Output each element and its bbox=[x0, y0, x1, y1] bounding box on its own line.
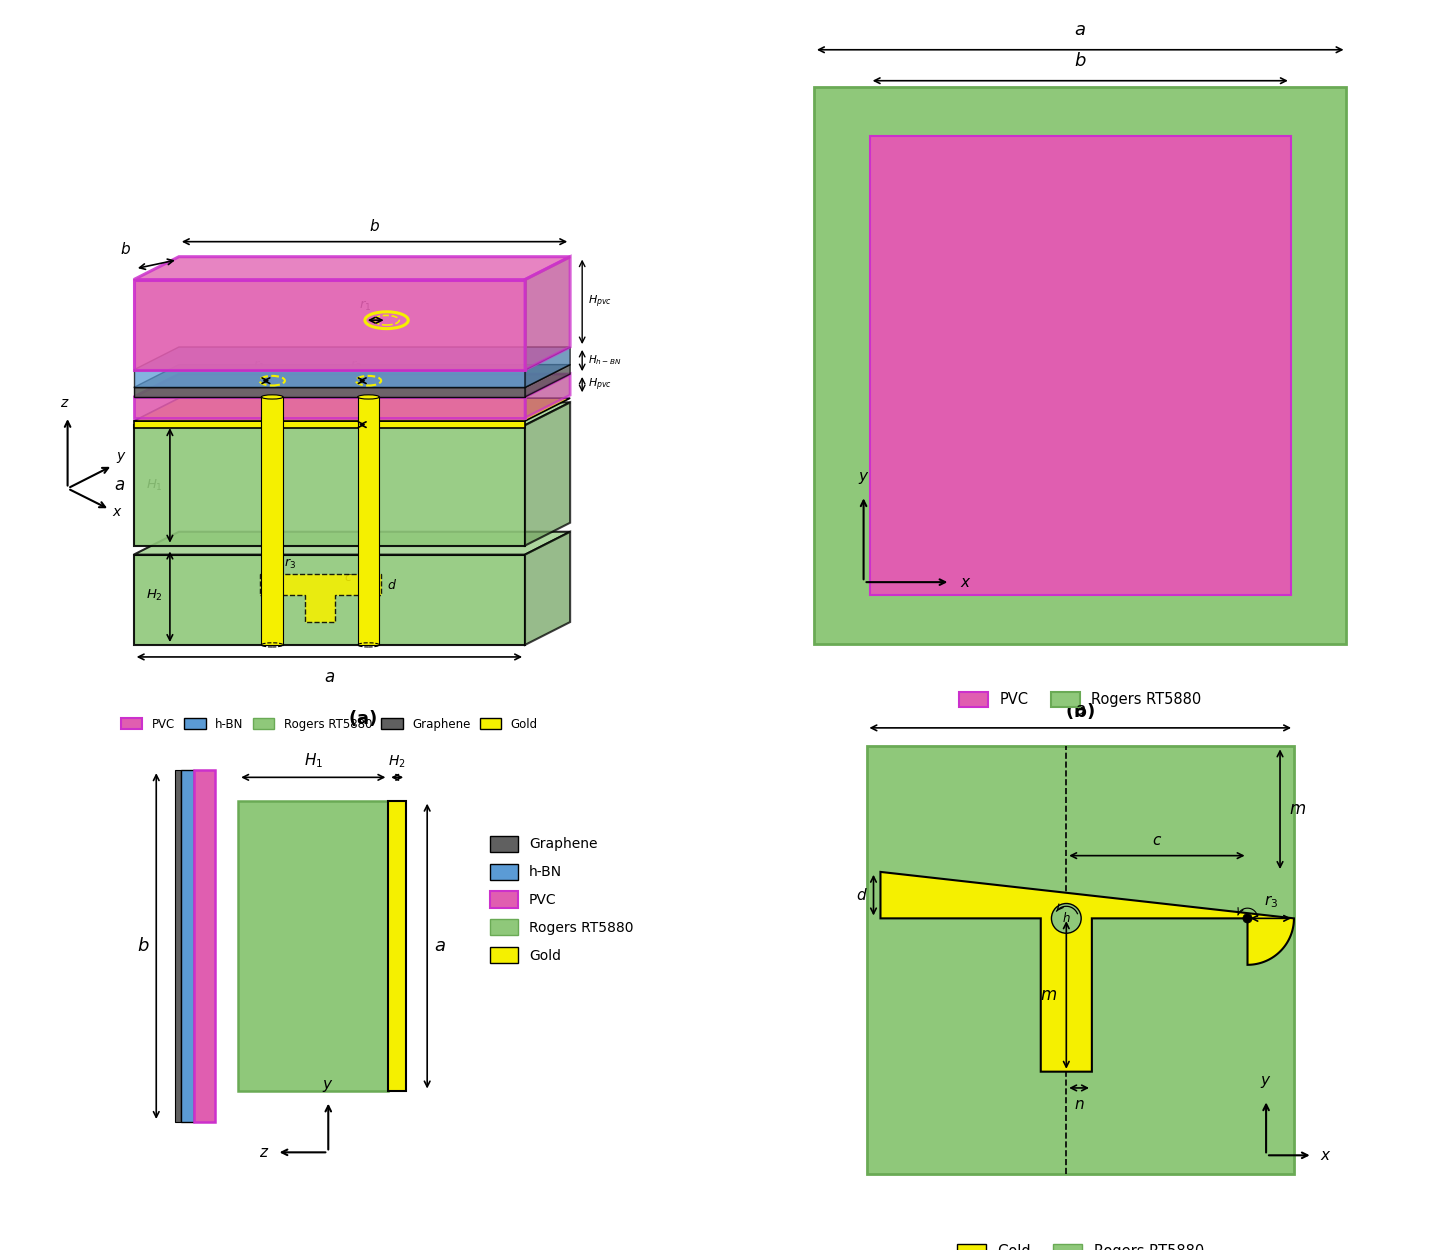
Text: $c$: $c$ bbox=[1151, 832, 1161, 848]
Text: $d$: $d$ bbox=[856, 888, 867, 904]
Text: $x$: $x$ bbox=[1320, 1148, 1331, 1162]
Text: $x$: $x$ bbox=[112, 505, 122, 519]
Text: $y$: $y$ bbox=[322, 1078, 334, 1094]
Text: $H_{h-BN}$: $H_{h-BN}$ bbox=[589, 354, 622, 367]
Text: $a$: $a$ bbox=[434, 938, 447, 955]
Legend: Gold, Rogers RT5880: Gold, Rogers RT5880 bbox=[951, 1238, 1209, 1250]
Circle shape bbox=[1051, 904, 1082, 934]
Polygon shape bbox=[133, 531, 570, 555]
Bar bbox=[813, 88, 1347, 644]
Polygon shape bbox=[133, 421, 525, 429]
Text: $n$: $n$ bbox=[1074, 1098, 1085, 1112]
Bar bbox=[867, 746, 1293, 1174]
Text: $a$: $a$ bbox=[1074, 700, 1086, 719]
Text: $y$: $y$ bbox=[1260, 1074, 1272, 1090]
Text: $H_2$: $H_2$ bbox=[389, 754, 406, 770]
Polygon shape bbox=[133, 399, 570, 421]
Polygon shape bbox=[261, 398, 283, 645]
Polygon shape bbox=[525, 374, 570, 418]
Text: $m$: $m$ bbox=[1040, 986, 1057, 1004]
Text: $x$: $x$ bbox=[960, 575, 972, 590]
Text: $a$: $a$ bbox=[323, 668, 335, 686]
Polygon shape bbox=[133, 370, 525, 388]
Text: $h$: $h$ bbox=[1061, 911, 1070, 925]
Text: $b$: $b$ bbox=[1074, 51, 1086, 70]
Bar bbox=[238, 801, 389, 1091]
Legend: PVC, h-BN, Rogers RT5880, Graphene, Gold: PVC, h-BN, Rogers RT5880, Graphene, Gold bbox=[117, 714, 541, 734]
Text: $r_2$: $r_2$ bbox=[362, 432, 374, 447]
Text: $r_3$: $r_3$ bbox=[284, 558, 296, 571]
Polygon shape bbox=[525, 256, 570, 370]
Text: $H_{pvc}$: $H_{pvc}$ bbox=[589, 376, 612, 392]
Legend: Graphene, h-BN, PVC, Rogers RT5880, Gold: Graphene, h-BN, PVC, Rogers RT5880, Gold bbox=[484, 830, 639, 969]
Text: $H_{pvc}$: $H_{pvc}$ bbox=[589, 294, 612, 310]
Polygon shape bbox=[133, 402, 570, 425]
Text: $r_2$: $r_2$ bbox=[349, 359, 362, 374]
Polygon shape bbox=[133, 398, 525, 418]
Text: $c$: $c$ bbox=[345, 571, 354, 584]
Polygon shape bbox=[525, 531, 570, 645]
Polygon shape bbox=[133, 555, 525, 645]
Text: $b$: $b$ bbox=[136, 938, 149, 955]
Text: $r_1$: $r_1$ bbox=[254, 359, 265, 374]
Polygon shape bbox=[133, 348, 570, 370]
Polygon shape bbox=[525, 348, 570, 388]
Text: $\mathbf{(a)}$: $\mathbf{(a)}$ bbox=[348, 707, 377, 727]
Polygon shape bbox=[133, 280, 525, 370]
Text: $z$: $z$ bbox=[59, 396, 70, 410]
Text: $H_2$: $H_2$ bbox=[146, 588, 162, 602]
Polygon shape bbox=[525, 365, 570, 398]
Polygon shape bbox=[260, 574, 380, 622]
Bar bbox=[175, 770, 181, 1122]
Polygon shape bbox=[133, 256, 570, 280]
Polygon shape bbox=[133, 425, 525, 545]
Text: $b$: $b$ bbox=[120, 241, 130, 256]
Bar bbox=[181, 770, 194, 1122]
Bar bbox=[389, 801, 406, 1091]
Text: $m$: $m$ bbox=[1289, 800, 1306, 819]
Ellipse shape bbox=[261, 395, 283, 399]
Text: $d$: $d$ bbox=[387, 578, 396, 591]
Legend: PVC, Rogers RT5880: PVC, Rogers RT5880 bbox=[953, 686, 1208, 714]
Bar bbox=[870, 136, 1290, 595]
Ellipse shape bbox=[358, 395, 380, 399]
Text: $z$: $z$ bbox=[260, 1145, 270, 1160]
Polygon shape bbox=[133, 365, 570, 388]
Polygon shape bbox=[358, 398, 380, 645]
Text: $y$: $y$ bbox=[858, 470, 870, 486]
Text: $r_1$: $r_1$ bbox=[358, 299, 371, 312]
Text: $\mathbf{(b)}$: $\mathbf{(b)}$ bbox=[1066, 701, 1095, 721]
Circle shape bbox=[1243, 914, 1253, 922]
Text: $r_3$: $r_3$ bbox=[1263, 894, 1277, 910]
Text: $y$: $y$ bbox=[116, 450, 128, 465]
Text: $H_1$: $H_1$ bbox=[303, 751, 323, 770]
Text: $H_1$: $H_1$ bbox=[145, 478, 162, 492]
Text: $b$: $b$ bbox=[370, 219, 380, 235]
Polygon shape bbox=[880, 872, 1293, 1071]
Polygon shape bbox=[133, 374, 570, 398]
Text: $a$: $a$ bbox=[113, 476, 125, 495]
Bar bbox=[194, 770, 215, 1122]
Text: $a$: $a$ bbox=[1074, 20, 1086, 39]
Polygon shape bbox=[133, 388, 525, 398]
Polygon shape bbox=[525, 402, 570, 545]
